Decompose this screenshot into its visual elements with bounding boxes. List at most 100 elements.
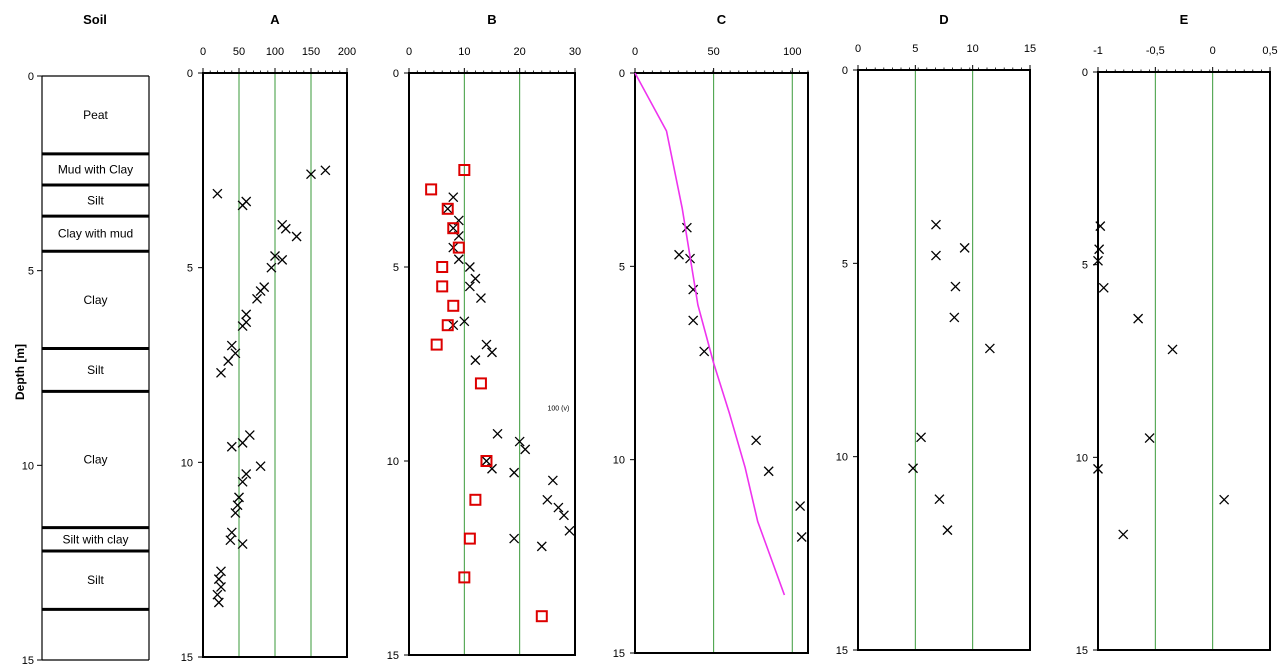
data-point-x bbox=[1118, 529, 1129, 540]
y-tick-label: 0 bbox=[842, 65, 848, 77]
data-point-x bbox=[751, 435, 762, 446]
y-tick-label: 15 bbox=[1076, 645, 1088, 657]
y-tick-label: 10 bbox=[613, 455, 625, 467]
x-mark-stroke bbox=[453, 231, 464, 241]
data-point-x bbox=[448, 192, 459, 203]
data-point-square bbox=[535, 610, 548, 623]
data-point-x bbox=[763, 466, 774, 477]
data-point-x bbox=[536, 541, 547, 552]
data-point-x bbox=[470, 355, 481, 366]
soil-column-title: Soil bbox=[83, 12, 107, 27]
data-point-square bbox=[441, 202, 454, 215]
x-mark-stroke bbox=[1167, 344, 1178, 355]
x-mark-stroke bbox=[470, 355, 481, 366]
x-mark-stroke bbox=[934, 494, 945, 505]
x-tick-label: 50 bbox=[233, 46, 245, 58]
x-tick-label: 15 bbox=[1024, 43, 1036, 55]
x-mark-stroke bbox=[558, 510, 569, 521]
data-point-x bbox=[241, 469, 252, 479]
soil-depth-tick-label: 10 bbox=[22, 460, 34, 472]
x-mark-stroke bbox=[553, 502, 564, 513]
x-mark-stroke bbox=[237, 321, 248, 332]
x-mark-stroke bbox=[216, 367, 226, 378]
chart-title: A bbox=[270, 12, 280, 27]
soil-layer-label: Silt bbox=[87, 363, 104, 377]
data-point-x bbox=[1093, 255, 1103, 266]
soil-layer-label-bg bbox=[79, 572, 112, 589]
data-point-x bbox=[291, 231, 302, 242]
data-point-x bbox=[252, 293, 262, 304]
x-mark-stroke bbox=[213, 597, 224, 608]
x-mark-stroke bbox=[481, 456, 492, 466]
x-mark-stroke bbox=[688, 284, 699, 295]
x-mark-stroke bbox=[492, 428, 503, 439]
y-tick-label: 0 bbox=[1082, 67, 1088, 79]
data-point-x bbox=[464, 262, 475, 272]
x-mark-stroke bbox=[464, 281, 475, 292]
x-mark-stroke bbox=[252, 293, 262, 304]
data-point-square bbox=[469, 493, 482, 506]
data-point-x bbox=[280, 223, 291, 234]
data-point-square bbox=[430, 338, 443, 351]
data-point-x bbox=[237, 437, 248, 448]
x-mark-stroke bbox=[1118, 529, 1129, 540]
data-point-x bbox=[216, 566, 226, 577]
x-mark-stroke bbox=[241, 469, 252, 479]
data-point-x bbox=[916, 432, 927, 443]
x-mark-stroke bbox=[959, 242, 970, 253]
chart-title: B bbox=[487, 12, 496, 27]
y-tick-label: 0 bbox=[393, 68, 399, 80]
x-mark-stroke bbox=[1144, 433, 1155, 444]
y-tick-label: 5 bbox=[842, 258, 848, 270]
x-tick-label: 10 bbox=[967, 43, 979, 55]
data-point-x bbox=[266, 262, 277, 273]
x-mark-stroke bbox=[453, 254, 464, 265]
x-mark-stroke bbox=[487, 463, 497, 474]
data-point-x bbox=[1094, 244, 1105, 255]
x-mark-stroke bbox=[795, 501, 806, 512]
data-point-x bbox=[232, 500, 243, 511]
data-point-x bbox=[453, 254, 464, 265]
x-mark-stroke bbox=[213, 574, 224, 585]
y-tick-label: 15 bbox=[181, 652, 193, 664]
x-mark-stroke bbox=[751, 435, 762, 446]
data-point-x bbox=[255, 286, 266, 296]
x-tick-label: 100 bbox=[266, 46, 284, 58]
data-point-x bbox=[553, 502, 564, 513]
data-point-x bbox=[270, 251, 280, 261]
data-point-x bbox=[320, 165, 331, 176]
y-tick-label: 5 bbox=[393, 262, 399, 274]
data-point-square bbox=[447, 299, 460, 312]
y-tick-label: 0 bbox=[187, 68, 193, 80]
data-point-x bbox=[908, 463, 918, 474]
chart-title: C bbox=[717, 12, 727, 27]
data-point-x bbox=[949, 312, 960, 323]
x-tick-label: 0 bbox=[1210, 45, 1216, 57]
soil-layer-label-bg bbox=[50, 225, 141, 242]
data-point-square bbox=[458, 571, 471, 584]
data-point-square bbox=[463, 532, 476, 545]
x-mark-stroke bbox=[237, 539, 248, 550]
x-tick-label: 0,5 bbox=[1262, 45, 1277, 57]
data-point-x bbox=[959, 242, 970, 253]
soil-depth-ticks: 0 5 10 15 bbox=[22, 71, 42, 667]
x-tick-label: 30 bbox=[569, 46, 581, 58]
data-point-x bbox=[547, 475, 558, 486]
x-mark-stroke bbox=[950, 281, 961, 292]
x-mark-stroke bbox=[291, 231, 302, 242]
y-tick-label: 10 bbox=[1076, 452, 1088, 464]
soil-layers: Peat Mud with Clay Silt Clay with mud Clay Si… bbox=[41, 75, 150, 661]
x-mark-stroke bbox=[464, 262, 475, 272]
x-mark-stroke bbox=[230, 507, 241, 518]
x-mark-stroke bbox=[674, 249, 684, 260]
soil-layer-label: Clay bbox=[83, 293, 107, 307]
data-point-x bbox=[237, 321, 248, 332]
x-tick-label: 200 bbox=[338, 46, 356, 58]
x-mark-stroke bbox=[470, 273, 481, 284]
chart-e: E -1 -0,5 0 0,5 0 5 10 15 bbox=[1076, 12, 1278, 657]
plot-frame bbox=[634, 72, 809, 654]
x-mark-stroke bbox=[509, 533, 520, 544]
x-mark-stroke bbox=[1093, 463, 1103, 474]
